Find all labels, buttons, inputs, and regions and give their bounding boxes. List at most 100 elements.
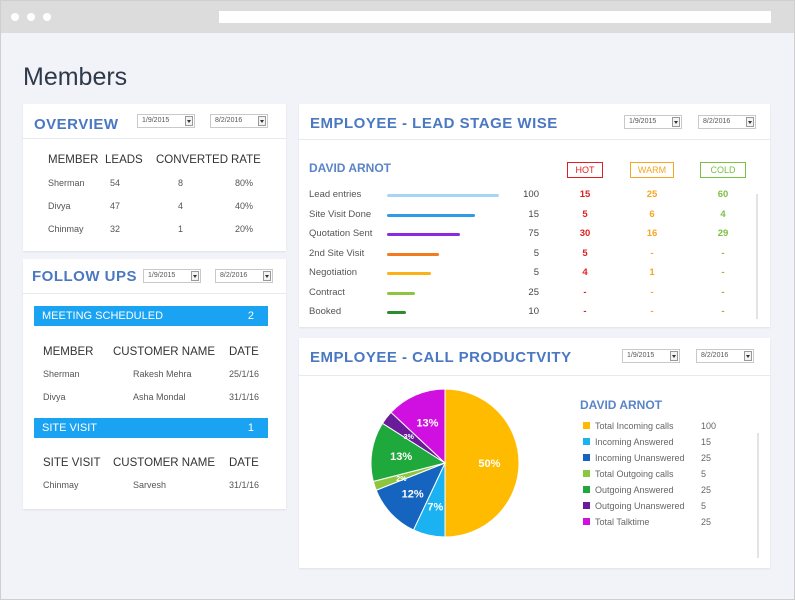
site-visit-count: 1	[247, 422, 254, 434]
overview-cell: 40%	[235, 201, 254, 211]
pie-slice-label: 50%	[478, 458, 500, 470]
legend-label: Incoming Answered	[595, 437, 674, 447]
site-visit-bar[interactable]: SITE VISIT 1	[34, 418, 268, 438]
col-header-rate: RATE	[231, 154, 261, 166]
divider	[299, 375, 770, 376]
stage-value: 100	[523, 189, 539, 200]
cold-value: 29	[717, 228, 729, 239]
stage-bar	[387, 233, 460, 236]
legend-value: 15	[701, 437, 712, 447]
hot-value: 15	[579, 189, 591, 200]
stage-bar	[387, 213, 475, 217]
legend-label: Total Outgoing calls	[595, 469, 674, 479]
title-bar	[1, 1, 794, 33]
dropdown-caret-icon[interactable]	[670, 351, 678, 361]
call-pie-chart: 50%7%12%2%13%3%13%	[370, 388, 520, 538]
legend-item: Incoming Answered	[583, 437, 674, 447]
window-dot-icon[interactable]	[43, 13, 51, 21]
legend-item: Incoming Unanswered	[583, 453, 685, 463]
call-date-from[interactable]: 1/9/2015	[622, 349, 680, 363]
address-bar[interactable]	[219, 11, 771, 23]
dropdown-caret-icon[interactable]	[191, 271, 199, 281]
meeting-cell: Asha Mondal	[133, 392, 186, 402]
dropdown-caret-icon[interactable]	[263, 271, 271, 281]
overview-cell: 54	[110, 178, 121, 188]
legend-value: 5	[701, 501, 707, 511]
overview-date-to[interactable]: 8/2/2016	[210, 114, 268, 128]
legend-value: 5	[701, 469, 707, 479]
site-visit-cell: Sarvesh	[133, 480, 167, 490]
stage-value: 75	[528, 228, 539, 239]
legend-label: Outgoing Unanswered	[595, 501, 685, 511]
pie-slice-label: 2%	[396, 476, 407, 483]
lead-stage-date-from[interactable]: 1/9/2015	[624, 115, 682, 129]
cold-value: -	[721, 286, 725, 298]
window-dot-icon[interactable]	[11, 13, 19, 21]
window-dot-icon[interactable]	[27, 13, 35, 21]
stage-value: 15	[528, 208, 539, 220]
dropdown-caret-icon[interactable]	[746, 117, 754, 127]
warm-value: -	[650, 306, 654, 317]
overview-cell: 80%	[235, 178, 254, 188]
hot-value: 5	[582, 247, 588, 259]
pie-slice[interactable]	[390, 388, 446, 465]
meeting-scheduled-count: 2	[247, 310, 254, 322]
stage-value: 5	[533, 247, 539, 259]
dropdown-caret-icon[interactable]	[258, 116, 266, 126]
date-value: 1/9/2015	[629, 118, 657, 125]
followups-date-from[interactable]: 1/9/2015	[143, 269, 201, 283]
legend-label: Incoming Unanswered	[595, 453, 685, 463]
pie-slice-label: 12%	[402, 488, 424, 500]
pie-slice-label: 13%	[390, 451, 412, 463]
stage-label: 2nd Site Visit	[309, 247, 365, 259]
scrollbar[interactable]	[756, 194, 758, 319]
overview-cell: 20%	[235, 224, 254, 234]
dropdown-caret-icon[interactable]	[185, 116, 193, 126]
col-header-member: MEMBER	[43, 346, 94, 358]
date-value: 8/2/2016	[701, 352, 729, 359]
call-employee: DAVID ARNOT	[580, 398, 662, 412]
meeting-scheduled-bar[interactable]: MEETING SCHEDULED 2	[34, 306, 268, 326]
legend-item: Total Talktime	[583, 517, 649, 527]
lead-stage-employee: DAVID ARNOT	[309, 161, 391, 175]
legend-swatch	[583, 438, 590, 446]
stage-bar	[387, 291, 415, 295]
pie-slice[interactable]	[444, 388, 520, 538]
overview-card: OVERVIEW 1/9/2015 8/2/2016 MEMBER LEADS …	[23, 104, 286, 251]
overview-date-from[interactable]: 1/9/2015	[137, 114, 195, 128]
warm-value: 25	[646, 189, 658, 200]
followups-date-to[interactable]: 8/2/2016	[215, 269, 273, 283]
legend-item: Outgoing Unanswered	[583, 501, 685, 511]
site-visit-cell: Chinmay	[43, 480, 79, 490]
col-header-customer-name: CUSTOMER NAME	[113, 346, 216, 358]
overview-cell: Divya	[48, 201, 71, 211]
followups-card: FOLLOW UPS 1/9/2015 8/2/2016 MEETING SCH…	[23, 259, 286, 509]
hot-value: 30	[579, 228, 591, 239]
date-value: 8/2/2016	[703, 118, 731, 125]
legend-swatch	[583, 502, 590, 510]
call-date-to[interactable]: 8/2/2016	[696, 349, 754, 363]
warm-value: -	[650, 247, 654, 259]
site-visit-label: SITE VISIT	[42, 422, 98, 434]
lead-stage-date-to[interactable]: 8/2/2016	[698, 115, 756, 129]
dropdown-caret-icon[interactable]	[744, 351, 752, 361]
overview-cell: 47	[110, 201, 121, 211]
stage-label: Booked	[309, 306, 342, 317]
lead-stage-title: EMPLOYEE - LEAD STAGE WISE	[310, 115, 558, 132]
pie-slice-label: 13%	[416, 417, 438, 429]
cold-value: 4	[720, 208, 726, 220]
call-productivity-title: EMPLOYEE - CALL PRODUCTVITY	[310, 349, 572, 366]
stage-bar	[387, 272, 431, 275]
stage-bar	[387, 194, 499, 197]
legend-swatch	[583, 470, 590, 478]
col-header-converted: CONVERTED	[156, 154, 228, 166]
warm-value: -	[650, 286, 654, 298]
page-title: Members	[23, 63, 128, 91]
legend-value: 25	[701, 485, 712, 495]
heat-header-warm: WARM	[630, 162, 674, 178]
legend-value: 100	[701, 421, 717, 431]
pie-slice[interactable]	[370, 422, 447, 483]
scrollbar[interactable]	[757, 433, 759, 558]
dropdown-caret-icon[interactable]	[672, 117, 680, 127]
